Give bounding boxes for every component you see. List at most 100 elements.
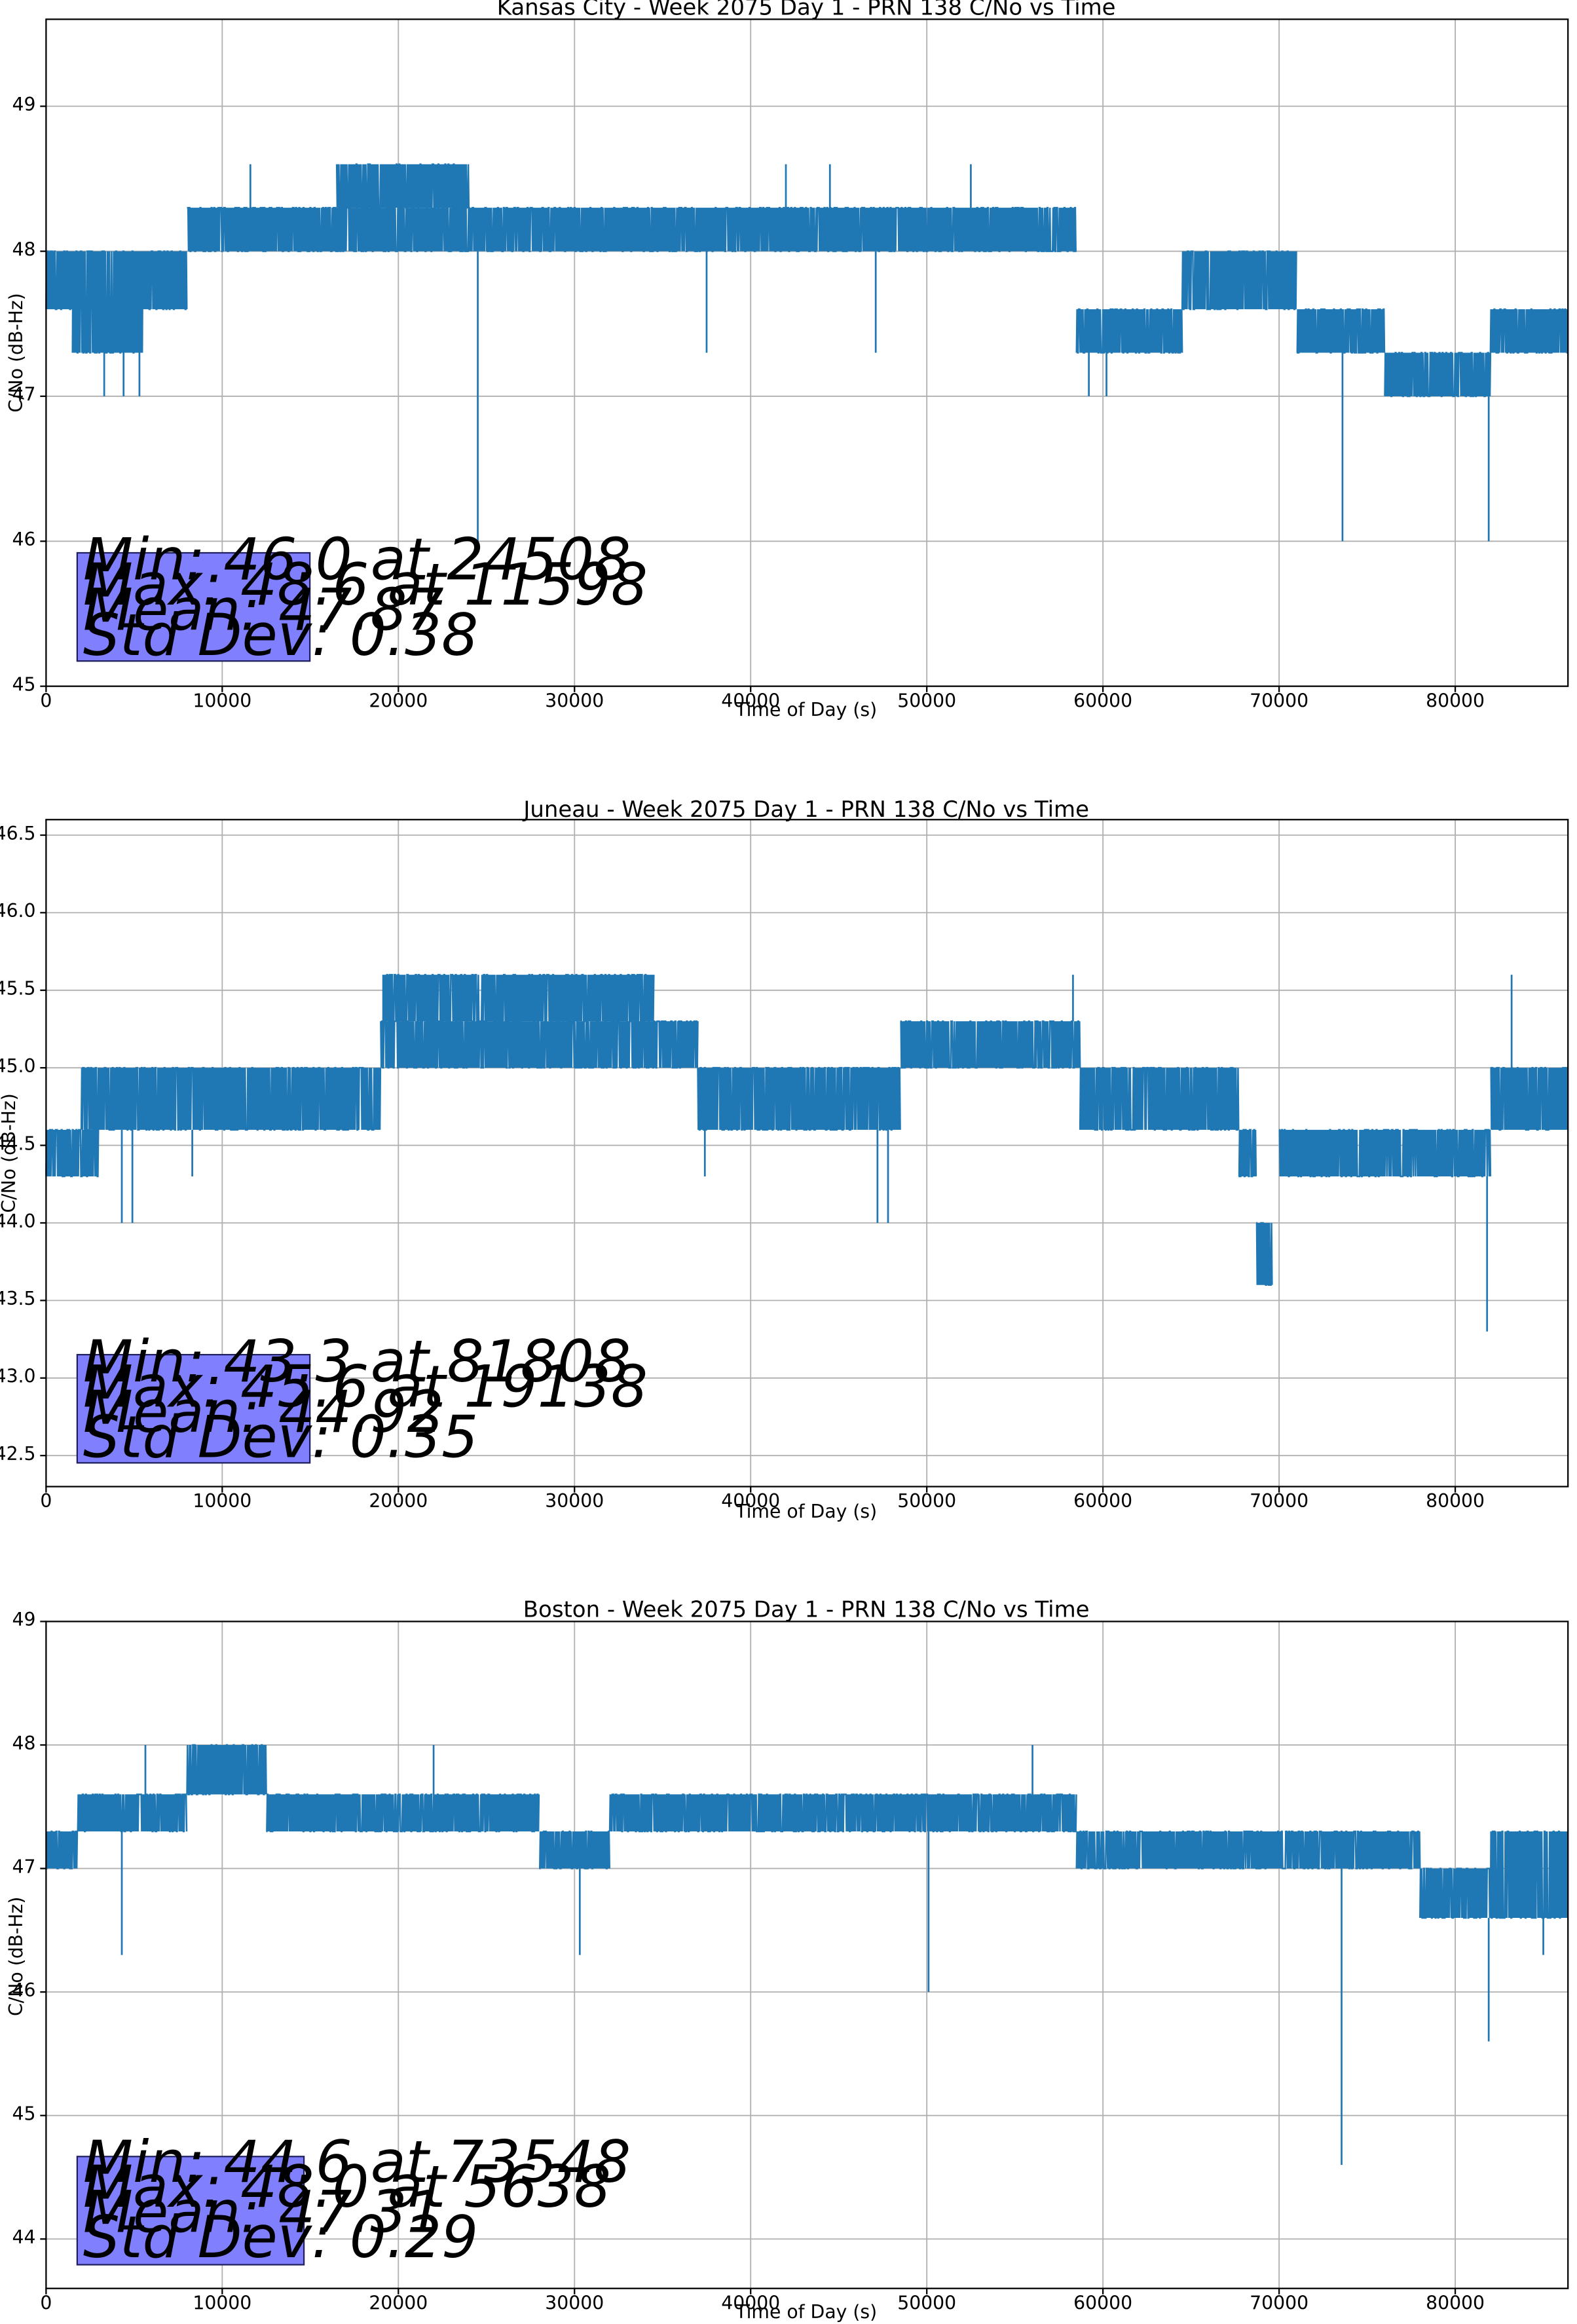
series-band-line — [71, 250, 144, 354]
stats-box: Min: 44.6 at 73548 Max: 48.0 at 5638 Mea… — [76, 2128, 631, 2271]
x-tick-label: 40000 — [721, 690, 780, 711]
series-band-line — [1296, 308, 1386, 354]
stats-min: Min: 43.3 at 81808 — [83, 1328, 631, 1395]
axes-frame — [45, 18, 1569, 687]
series-band-line — [383, 973, 655, 1022]
y-tick-label: 48 — [12, 238, 36, 260]
x-tick-label: 70000 — [1250, 1490, 1308, 1512]
stats-box-background — [76, 1354, 311, 1464]
x-tick-label: 40000 — [721, 2292, 780, 2314]
y-tick-label: 45 — [12, 2103, 36, 2124]
x-tick-label: 30000 — [545, 2292, 604, 2314]
x-tick-label: 30000 — [545, 690, 604, 711]
x-tick-label: 10000 — [193, 2292, 251, 2314]
y-tick-label: 44.5 — [0, 1133, 36, 1154]
stats-min: Min: 46.0 at 24508 — [83, 526, 631, 593]
y-axis-label: C/No (dB-Hz) — [5, 1897, 27, 2016]
x-axis-label: Time of Day (s) — [735, 2301, 877, 2323]
series-band-line — [1079, 1066, 1240, 1131]
x-tick-label: 0 — [40, 1490, 52, 1512]
x-tick-label: 80000 — [1426, 2292, 1485, 2314]
y-tick-label: 42.5 — [0, 1443, 36, 1465]
chart-title: Boston - Week 2075 Day 1 - PRN 138 C/No … — [523, 1597, 1090, 1623]
series-band-line — [1255, 1222, 1273, 1286]
x-tick-label: 80000 — [1426, 1490, 1485, 1512]
series-band-line — [380, 1020, 699, 1069]
chart-panel-boston: Boston - Week 2075 Day 1 - PRN 138 C/No … — [5, 1597, 1569, 2323]
y-tick-label: 46 — [12, 1979, 36, 2001]
chart-title: Juneau - Week 2075 Day 1 - PRN 138 C/No … — [522, 797, 1089, 823]
series-band-line — [1278, 1129, 1492, 1178]
series-band-line — [1419, 1867, 1491, 1919]
y-tick-label: 43.5 — [0, 1288, 36, 1309]
y-axis-label: C/No (dB-Hz) — [0, 1093, 20, 1212]
x-tick-label: 40000 — [721, 1490, 780, 1512]
y-tick-label: 45.0 — [0, 1055, 36, 1077]
x-tick-label: 50000 — [897, 2292, 956, 2314]
x-tick-label: 0 — [40, 690, 52, 711]
stats-max: Max: 45.6 at 19138 — [83, 1353, 648, 1420]
y-tick-label: 49 — [12, 94, 36, 115]
stats-std-dev: Std Dev: 0.38 — [83, 601, 478, 669]
chart-panel-juneau: Juneau - Week 2075 Day 1 - PRN 138 C/No … — [0, 797, 1569, 1522]
series-band-line — [1384, 352, 1492, 398]
x-tick-label: 60000 — [1073, 1490, 1132, 1512]
stats-mean: Mean: 44.92 — [83, 1378, 444, 1446]
stats-box: Min: 46.0 at 24508 Max: 48.6 at 11598 Me… — [76, 526, 648, 669]
stats-min: Min: 44.6 at 73548 — [83, 2128, 631, 2196]
series-band-line — [266, 1793, 540, 1833]
plot-area: 0 10000 20000 30000 40000 50000 60000 70000 8000… — [0, 819, 1569, 1512]
x-tick-label: 70000 — [1250, 2292, 1308, 2314]
stats-box: Min: 43.3 at 81808 Max: 45.6 at 19138 Me… — [76, 1328, 648, 1471]
series-band-line — [1238, 1129, 1257, 1178]
stats-std-dev: Std Dev: 0.35 — [83, 1403, 478, 1471]
x-axis-label: Time of Day (s) — [735, 1501, 877, 1522]
stats-std-dev: Std Dev: 0.29 — [83, 2203, 478, 2271]
series-band-line — [335, 163, 470, 209]
stats-max: Max: 48.6 at 11598 — [83, 551, 648, 618]
y-tick-label: 46.0 — [0, 900, 36, 922]
y-tick-label: 46 — [12, 529, 36, 550]
axes-frame — [45, 819, 1569, 1488]
series-band-line — [45, 1830, 79, 1869]
x-tick-label: 20000 — [369, 690, 428, 711]
stats-box-background — [76, 552, 311, 662]
y-axis-label: C/No (dB-Hz) — [5, 293, 27, 412]
series-band-line — [1490, 1066, 1568, 1131]
x-tick-label: 20000 — [369, 2292, 428, 2314]
y-tick-label: 46.5 — [0, 823, 36, 844]
y-tick-label: 44.0 — [0, 1210, 36, 1232]
stats-mean: Mean: 47.87 — [83, 576, 444, 644]
plot-area: 0 10000 20000 30000 40000 50000 60000 70000 8000… — [12, 18, 1569, 711]
x-tick-label: 20000 — [369, 1490, 428, 1512]
x-tick-label: 10000 — [193, 690, 251, 711]
stats-mean: Mean: 47.31 — [83, 2179, 444, 2246]
x-tick-label: 80000 — [1426, 690, 1485, 711]
series-band-line — [77, 1793, 188, 1833]
chart-title: Kansas City - Week 2075 Day 1 - PRN 138 … — [497, 0, 1116, 21]
y-tick-label: 49 — [12, 1609, 36, 1630]
chart-panel-kansas-city: Kansas City - Week 2075 Day 1 - PRN 138 … — [5, 0, 1569, 721]
y-tick-label: 43.0 — [0, 1366, 36, 1387]
series-band-line — [1489, 1830, 1568, 1919]
series-band-line — [900, 1020, 1081, 1069]
series-band-line — [45, 1129, 100, 1178]
series-band-line — [142, 250, 188, 310]
stats-box-background — [76, 2156, 305, 2266]
series-band-line — [697, 1066, 901, 1131]
x-tick-label: 60000 — [1073, 2292, 1132, 2314]
y-tick-label: 48 — [12, 1733, 36, 1754]
series-band-line — [1489, 308, 1568, 354]
series-band-line — [539, 1830, 611, 1869]
x-tick-label: 10000 — [193, 1490, 251, 1512]
series-band-line — [80, 1066, 382, 1131]
series-band-line — [1075, 308, 1183, 354]
axes-frame — [45, 1621, 1569, 2289]
x-tick-label: 30000 — [545, 1490, 604, 1512]
x-tick-label: 50000 — [897, 1490, 956, 1512]
y-tick-label: 45.5 — [0, 978, 36, 1000]
y-tick-label: 45 — [12, 673, 36, 695]
y-tick-label: 44 — [12, 2226, 36, 2248]
y-tick-label: 47 — [12, 384, 36, 405]
